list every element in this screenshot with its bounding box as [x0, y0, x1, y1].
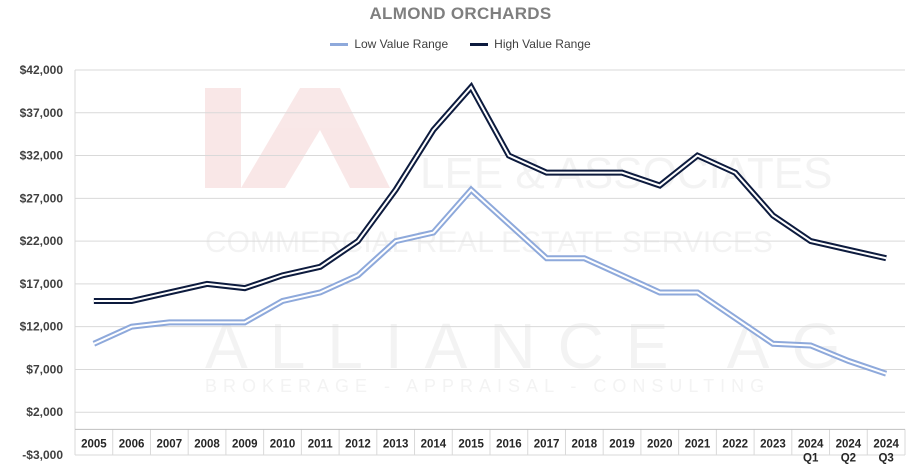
data-point-low	[621, 274, 624, 277]
y-tick-label: $32,000	[20, 149, 64, 163]
data-point-low	[319, 291, 322, 294]
data-point-high	[394, 188, 397, 191]
legend: Low Value Range High Value Range	[0, 37, 921, 51]
data-point-low	[168, 321, 171, 324]
data-point-high	[168, 291, 171, 294]
data-point-low	[243, 321, 246, 324]
data-point-low	[130, 325, 133, 328]
series-line-low-inner	[93, 188, 887, 375]
x-tick-label: 2011	[308, 438, 334, 450]
data-point-low	[356, 274, 359, 277]
x-tick-label: 2017	[534, 438, 560, 450]
watermark-tagline: COMMERCIAL REAL ESTATE SERVICES	[205, 226, 773, 259]
y-tick-label: -$3,000	[22, 448, 63, 462]
y-tick-label: $37,000	[20, 106, 64, 120]
data-point-low	[658, 291, 661, 294]
watermark: LEE & ASSOCIATES COMMERCIAL REAL ESTATE …	[205, 88, 863, 396]
data-point-low	[809, 344, 812, 347]
legend-label-high: High Value Range	[494, 37, 591, 51]
series-line-high-inner	[93, 85, 887, 302]
series-lines	[92, 81, 888, 377]
data-point-high	[696, 154, 699, 157]
data-point-low	[734, 317, 737, 320]
x-tick-label: 2024 Q2	[836, 438, 862, 464]
data-point-high	[809, 240, 812, 243]
x-tick-label: 2007	[157, 438, 183, 450]
data-point-high	[319, 265, 322, 268]
x-tick-label: 2009	[232, 438, 258, 450]
x-tick-label: 2020	[647, 438, 673, 450]
data-point-low	[583, 257, 586, 260]
data-point-high	[281, 274, 284, 277]
data-point-low	[847, 359, 850, 362]
legend-item-high: High Value Range	[470, 37, 591, 51]
data-point-high	[885, 257, 888, 260]
data-point-high	[621, 171, 624, 174]
data-point-low	[206, 321, 209, 324]
x-tick-label: 2021	[685, 438, 711, 450]
data-point-low	[92, 342, 95, 345]
data-point-high	[130, 300, 133, 303]
data-point-high	[243, 287, 246, 290]
legend-label-low: Low Value Range	[354, 37, 449, 51]
data-point-low	[281, 300, 284, 303]
y-tick-label: $27,000	[20, 191, 64, 205]
watermark-brand: ALLIANCE AG	[205, 310, 863, 382]
y-tick-label: $42,000	[20, 63, 64, 77]
data-point-low	[545, 257, 548, 260]
data-point-high	[734, 171, 737, 174]
chart-title: ALMOND ORCHARDS	[369, 4, 552, 23]
data-point-low	[394, 240, 397, 243]
y-axis: -$3,000 $2,000 $7,000 $12,000 $17,000 $22,000…	[20, 63, 64, 462]
x-tick-label: 2006	[119, 438, 145, 450]
legend-swatch-high	[470, 42, 489, 46]
y-tick-label: $22,000	[20, 234, 64, 248]
data-point-high	[847, 248, 850, 251]
data-point-low	[432, 231, 435, 234]
data-point-high	[356, 240, 359, 243]
y-tick-label: $2,000	[26, 405, 63, 419]
data-point-low	[470, 188, 473, 191]
x-tick-label: 2016	[496, 438, 522, 450]
x-tick-label: 2024 Q3	[873, 438, 899, 464]
legend-swatch-low	[330, 42, 349, 46]
watermark-brand-tagline: BROKERAGE - APPRAISAL - CONSULTING	[205, 376, 770, 396]
data-point-low	[885, 372, 888, 375]
y-tick-label: $7,000	[26, 362, 63, 376]
watermark-logo-mark	[205, 88, 241, 188]
y-tick-label: $12,000	[20, 320, 64, 334]
data-point-high	[771, 214, 774, 217]
data-point-high	[470, 86, 473, 89]
x-axis: 2005 2006 2007 2008 2009 2010 2011 2012 2013 2014…	[81, 438, 899, 464]
x-tick-label: 2019	[609, 438, 635, 450]
x-tick-label: 2023	[760, 438, 786, 450]
x-tick-label: 2008	[194, 438, 220, 450]
x-tick-label: 2014	[421, 438, 447, 450]
legend-item-low: Low Value Range	[330, 37, 448, 51]
gridlines	[74, 69, 906, 456]
x-tick-label: 2005	[81, 438, 107, 450]
x-tick-label: 2024 Q1	[798, 438, 824, 464]
data-point-low	[696, 291, 699, 294]
data-point-high	[507, 154, 510, 157]
data-point-high	[92, 300, 95, 303]
data-point-high	[545, 171, 548, 174]
data-point-high	[658, 184, 661, 187]
data-point-high	[432, 128, 435, 131]
data-point-low	[507, 223, 510, 226]
watermark-logo-mark	[241, 88, 390, 188]
data-point-low	[771, 342, 774, 345]
x-tick-label: 2015	[458, 438, 484, 450]
data-point-high	[206, 282, 209, 285]
data-point-high	[583, 171, 586, 174]
x-tick-label: 2010	[270, 438, 296, 450]
x-tick-label: 2022	[722, 438, 748, 450]
x-tick-label: 2013	[383, 438, 409, 450]
x-tick-label: 2012	[345, 438, 371, 450]
y-tick-label: $17,000	[20, 277, 64, 291]
x-tick-label: 2018	[572, 438, 598, 450]
